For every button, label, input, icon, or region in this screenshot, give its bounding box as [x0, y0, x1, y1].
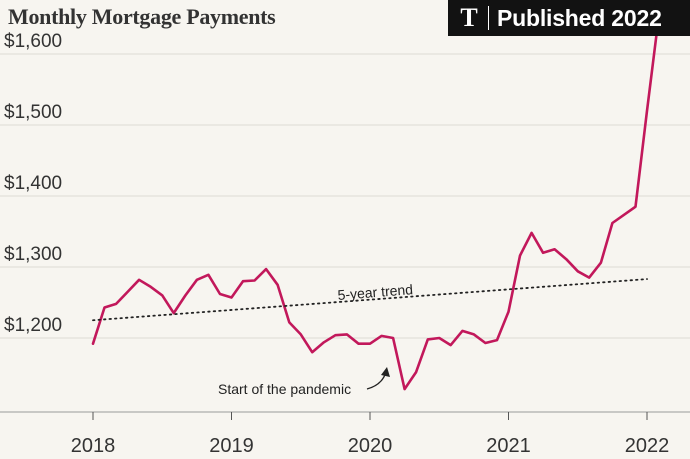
y-tick-label: $1,400 — [4, 173, 62, 194]
y-tick-label: $1,200 — [4, 315, 62, 336]
badge-divider — [488, 6, 489, 30]
x-tick-label: 2018 — [71, 435, 116, 457]
pandemic-arrowhead — [381, 367, 390, 377]
payments-line — [91, 17, 660, 391]
trend-line — [92, 278, 648, 322]
x-axis: 2018 2019 2020 2021 2022 — [0, 411, 690, 457]
y-tick-label: $1,300 — [4, 244, 62, 265]
y-tick-label: $1,500 — [4, 102, 62, 123]
x-tick-label: 2019 — [209, 435, 254, 457]
badge-text: Published 2022 — [497, 4, 662, 31]
annotations: 5-year trend Start of the pandemic — [218, 281, 413, 397]
nyt-logo-icon: T — [460, 3, 478, 32]
pandemic-label: Start of the pandemic — [218, 381, 351, 397]
series-group — [91, 17, 660, 391]
publication-badge: T Published 2022 — [448, 0, 690, 36]
x-tick-label: 2021 — [486, 435, 531, 457]
trend-label: 5-year trend — [337, 281, 414, 303]
chart-title: Monthly Mortgage Payments — [8, 4, 276, 29]
x-tick-label: 2022 — [625, 435, 670, 457]
x-tick-label: 2020 — [348, 435, 393, 457]
y-axis-labels: $1,200 $1,300 $1,400 $1,500 $1,600 — [4, 31, 62, 336]
y-tick-label: $1,600 — [4, 31, 62, 52]
